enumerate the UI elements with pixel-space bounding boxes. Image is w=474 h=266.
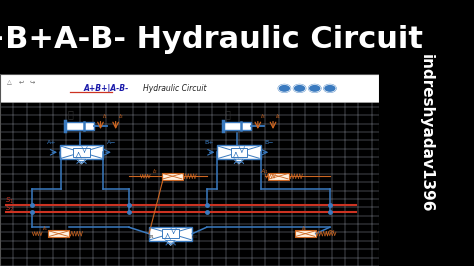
Text: $S_1$: $S_1$: [5, 196, 14, 206]
Bar: [48, 230, 69, 237]
Text: A+B+A-B- Hydraulic Circuit: A+B+A-B- Hydraulic Circuit: [0, 25, 423, 55]
Bar: [223, 122, 251, 130]
Bar: [149, 227, 192, 241]
Polygon shape: [77, 159, 86, 164]
Bar: [163, 229, 179, 238]
Text: $e_2$: $e_2$: [191, 233, 200, 241]
Text: ↪: ↪: [29, 79, 35, 84]
Text: ↩: ↩: [18, 79, 24, 84]
Text: Ⓐ: Ⓐ: [67, 109, 73, 119]
Bar: [231, 148, 247, 157]
Text: B+: B+: [204, 140, 213, 146]
Text: Hydraulic Circuit: Hydraulic Circuit: [143, 84, 206, 93]
Text: $l_4$: $l_4$: [275, 112, 281, 121]
Bar: [60, 145, 103, 159]
Text: $l_1$: $l_1$: [102, 112, 109, 121]
Text: A−: A−: [107, 140, 117, 146]
Bar: [268, 173, 289, 180]
Text: $l_4$: $l_4$: [301, 224, 308, 232]
Text: Ⓑ: Ⓑ: [225, 109, 230, 119]
Circle shape: [293, 85, 306, 92]
Text: $l_2$: $l_2$: [152, 167, 158, 176]
Text: indreshyadav1396: indreshyadav1396: [419, 54, 434, 212]
Polygon shape: [166, 241, 175, 245]
Text: △: △: [7, 79, 12, 84]
Text: A+B+|A-B-: A+B+|A-B-: [83, 84, 129, 93]
Bar: [295, 230, 316, 237]
Bar: [65, 122, 94, 130]
Bar: [217, 145, 261, 159]
Text: $S_2$: $S_2$: [5, 204, 14, 214]
Text: A+: A+: [46, 140, 56, 146]
Text: $l_2$: $l_2$: [118, 112, 124, 121]
Text: $A_1$: $A_1$: [260, 167, 269, 176]
Text: $l_3$: $l_3$: [260, 112, 266, 121]
Text: $e_1$: $e_1$: [147, 233, 155, 241]
Bar: [162, 173, 183, 180]
Circle shape: [309, 85, 321, 92]
Text: B−: B−: [264, 140, 274, 146]
Polygon shape: [234, 159, 244, 164]
Circle shape: [278, 85, 291, 92]
Bar: [73, 148, 90, 157]
Text: $l_5$: $l_5$: [42, 224, 48, 232]
Circle shape: [324, 85, 336, 92]
Text: ~: ~: [327, 227, 334, 236]
Bar: [0, 74, 379, 102]
